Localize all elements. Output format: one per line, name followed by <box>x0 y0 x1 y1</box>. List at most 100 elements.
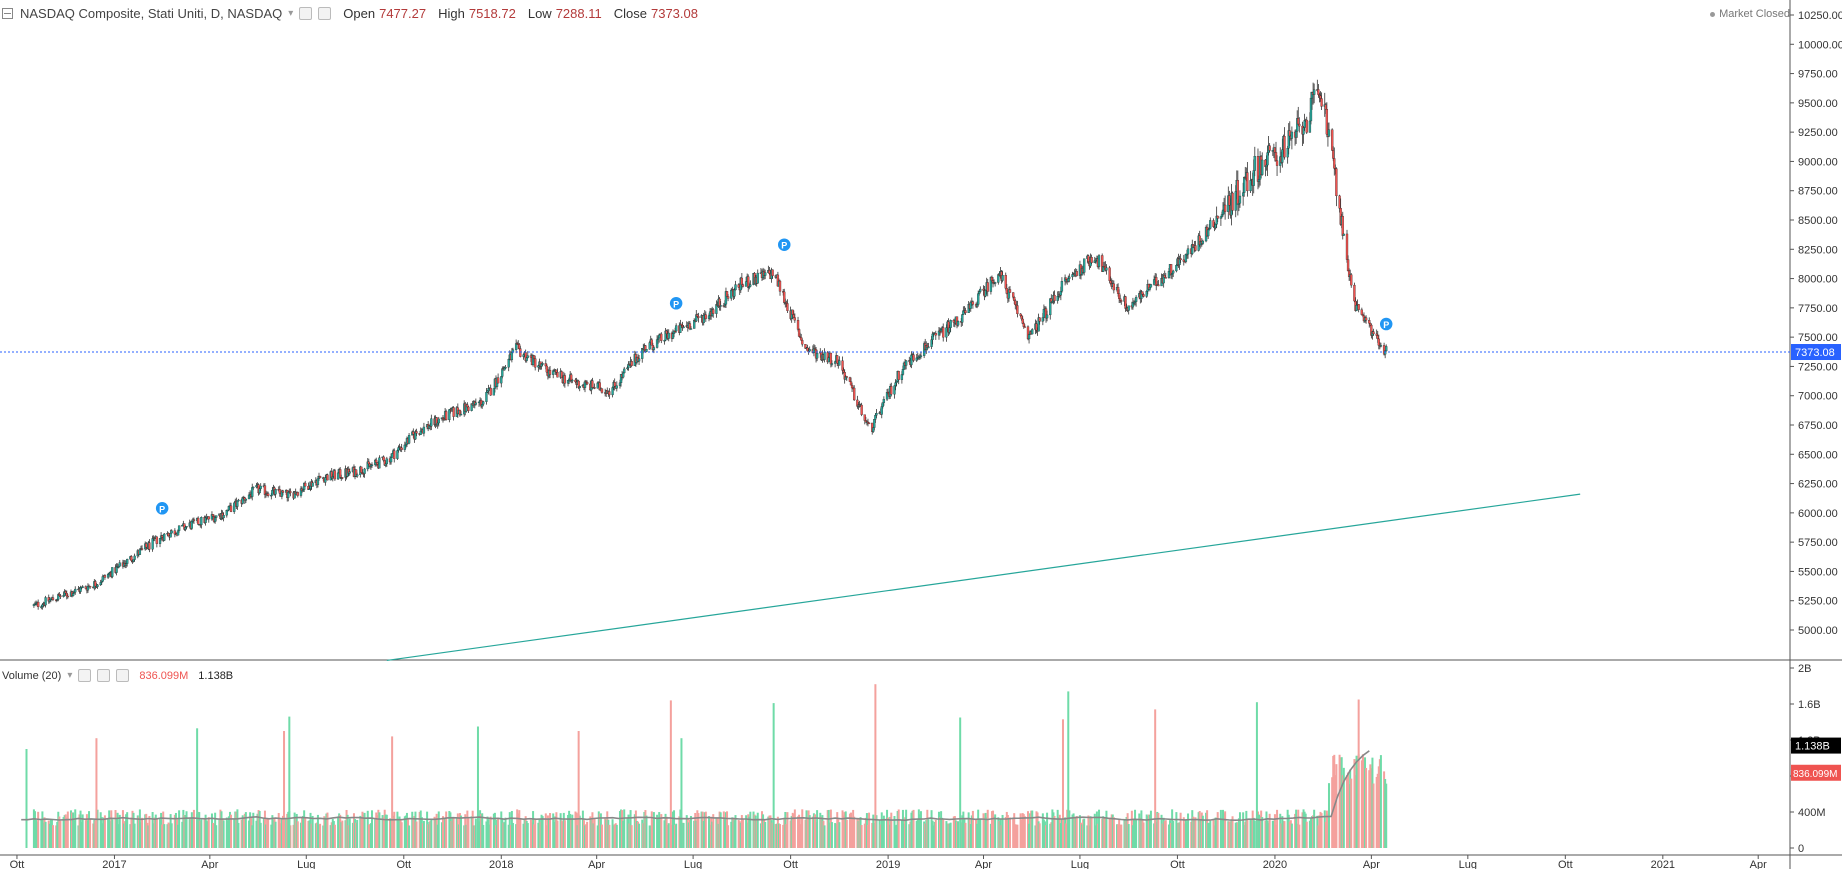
volume-bar[interactable] <box>1294 813 1297 848</box>
volume-bar[interactable] <box>1231 816 1234 848</box>
volume-bar[interactable] <box>581 810 584 848</box>
candle-body[interactable] <box>1023 326 1026 328</box>
volume-bar[interactable] <box>687 822 690 848</box>
candle-body[interactable] <box>419 430 422 435</box>
volume-bar[interactable] <box>813 814 816 848</box>
volume-bar[interactable] <box>1227 821 1230 848</box>
volume-bar[interactable] <box>81 814 84 848</box>
candle-body[interactable] <box>682 326 685 329</box>
volume-bar[interactable] <box>1279 813 1282 848</box>
volume-bar[interactable] <box>1264 820 1267 848</box>
volume-bar[interactable] <box>1282 820 1285 848</box>
candle-body[interactable] <box>66 595 69 598</box>
volume-bar[interactable] <box>503 822 506 848</box>
volume-bar[interactable] <box>210 813 213 848</box>
volume-bar[interactable] <box>114 810 117 848</box>
volume-bar[interactable] <box>545 825 548 848</box>
volume-bar[interactable] <box>1001 814 1004 848</box>
volume-bar[interactable] <box>166 824 169 848</box>
volume-bar[interactable] <box>1215 817 1218 848</box>
volume-bar[interactable] <box>115 817 118 848</box>
volume-bar[interactable] <box>589 816 592 848</box>
volume-bar[interactable] <box>930 810 933 848</box>
volume-bar[interactable] <box>670 824 673 848</box>
volume-bar[interactable] <box>1094 825 1097 848</box>
volume-bar[interactable] <box>289 825 292 848</box>
candle-body[interactable] <box>1016 305 1019 315</box>
volume-bar[interactable] <box>510 810 513 848</box>
candle-body[interactable] <box>1149 284 1153 288</box>
volume-bar[interactable] <box>1369 764 1372 848</box>
volume-bar[interactable] <box>274 821 277 848</box>
volume-bar[interactable] <box>568 810 571 848</box>
volume-bar[interactable] <box>362 814 365 848</box>
volume-bar[interactable] <box>689 815 692 848</box>
volume-bar[interactable] <box>942 818 945 848</box>
volume-bar[interactable] <box>44 821 47 848</box>
volume-bar[interactable] <box>1015 824 1018 848</box>
volume-bar[interactable] <box>613 824 616 848</box>
volume-bar[interactable] <box>1027 811 1030 848</box>
volume-bar[interactable] <box>800 817 803 848</box>
candle-body[interactable] <box>485 391 488 402</box>
candle-body[interactable] <box>608 391 611 396</box>
volume-bar[interactable] <box>315 822 318 848</box>
volume-bar[interactable] <box>541 816 544 848</box>
volume-bar[interactable] <box>319 823 322 848</box>
volume-bar[interactable] <box>848 813 851 848</box>
candle-body[interactable] <box>838 360 841 366</box>
volume-bar[interactable] <box>177 824 180 848</box>
candle-body[interactable] <box>623 368 626 374</box>
candle-body[interactable] <box>407 434 411 444</box>
volume-bar[interactable] <box>526 823 529 848</box>
volume-bar[interactable] <box>1324 821 1327 848</box>
candle-body[interactable] <box>222 515 225 519</box>
candle-body[interactable] <box>1305 119 1308 133</box>
volume-bar[interactable] <box>723 817 726 848</box>
volume-bar[interactable] <box>651 819 654 848</box>
volume-bar[interactable] <box>569 813 572 848</box>
candle-body[interactable] <box>1038 317 1041 322</box>
volume-bar[interactable] <box>785 824 788 848</box>
volume-bar[interactable] <box>900 820 903 848</box>
volume-bar[interactable] <box>449 812 452 848</box>
candle-body[interactable] <box>860 404 863 415</box>
volume-bar[interactable] <box>399 819 402 848</box>
volume-bar[interactable] <box>71 812 74 848</box>
volume-bar[interactable] <box>664 813 667 848</box>
volume-bar[interactable] <box>1108 817 1111 848</box>
volume-bar[interactable] <box>957 821 960 848</box>
volume-bar[interactable] <box>727 825 730 848</box>
volume-bar[interactable] <box>146 822 149 848</box>
candle-body[interactable] <box>1175 265 1178 272</box>
candle-body[interactable] <box>1157 284 1160 287</box>
volume-bar[interactable] <box>361 811 364 848</box>
volume-bar[interactable] <box>863 823 866 848</box>
volume-bar[interactable] <box>111 819 114 848</box>
volume-bar[interactable] <box>821 815 824 848</box>
candle-body[interactable] <box>378 457 381 469</box>
volume-bar[interactable] <box>1213 825 1216 848</box>
volume-spike-bar[interactable] <box>680 738 683 848</box>
volume-bar[interactable] <box>145 813 148 848</box>
volume-bar[interactable] <box>926 809 929 848</box>
volume-bar[interactable] <box>752 811 755 848</box>
volume-bar[interactable] <box>844 811 847 848</box>
volume-bar[interactable] <box>124 821 127 848</box>
candle-body[interactable] <box>1060 281 1064 292</box>
volume-bar[interactable] <box>886 809 889 848</box>
volume-bar[interactable] <box>955 821 958 848</box>
volume-bar[interactable] <box>1124 821 1127 848</box>
volume-bar[interactable] <box>1199 819 1202 848</box>
volume-bar[interactable] <box>1046 812 1049 848</box>
volume-bar[interactable] <box>346 814 349 848</box>
candle-body[interactable] <box>1201 240 1205 244</box>
candle-body[interactable] <box>324 477 327 483</box>
volume-bar[interactable] <box>998 820 1001 848</box>
volume-bar[interactable] <box>152 823 155 848</box>
event-marker-icon[interactable] <box>668 295 684 312</box>
volume-bar[interactable] <box>485 821 488 848</box>
volume-bar[interactable] <box>359 815 362 848</box>
volume-bar[interactable] <box>352 813 355 848</box>
volume-bar[interactable] <box>789 820 792 848</box>
